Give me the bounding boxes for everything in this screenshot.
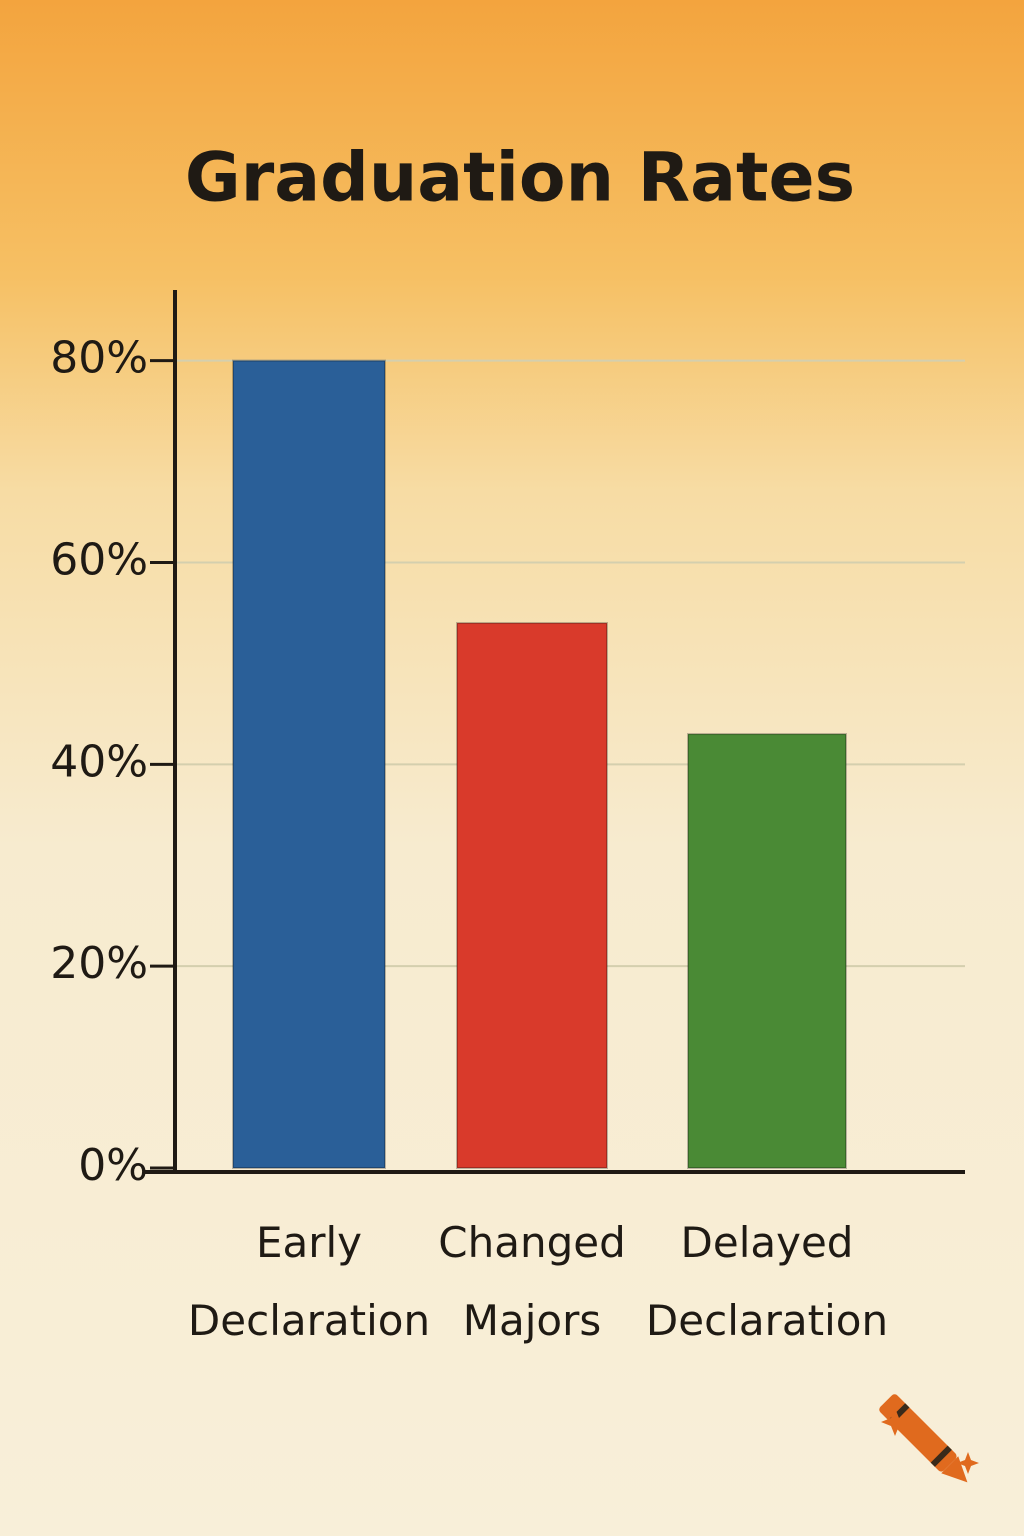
bar <box>232 359 386 1169</box>
bar <box>456 622 608 1169</box>
y-tick-label: 60% <box>50 534 148 585</box>
y-tick-label: 40% <box>50 736 148 787</box>
x-tick-label: Delayed Declaration <box>646 1218 888 1345</box>
bar <box>687 733 847 1169</box>
crayon-icon <box>879 1394 968 1483</box>
chart-title: Graduation Rates <box>185 139 855 218</box>
y-tick-label: 0% <box>78 1140 148 1191</box>
x-tick-label: Changed Majors <box>438 1218 625 1345</box>
sparkle <box>881 1408 909 1436</box>
y-tick-label: 80% <box>50 333 148 384</box>
sparkle <box>957 1452 979 1474</box>
y-tick-label: 20% <box>50 938 148 989</box>
x-tick-label: Early Declaration <box>188 1218 430 1345</box>
